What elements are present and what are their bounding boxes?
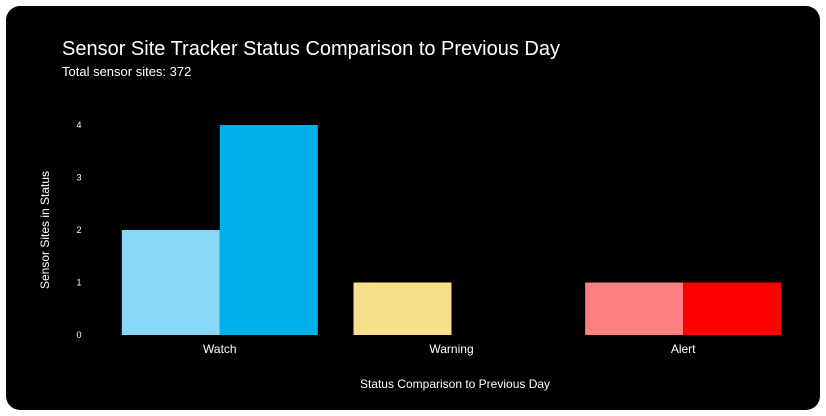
x-category-label-alert: Alert [671,342,696,356]
x-category-label-warning: Warning [429,342,473,356]
chart-subtitle: Total sensor sites: 372 [62,64,192,79]
y-axis-label: Sensor Sites in Status [38,171,52,289]
chart-title: Sensor Site Tracker Status Comparison to… [62,38,560,60]
y-tick-label-2: 2 [76,225,81,235]
x-category-label-watch: Watch [203,342,237,356]
bar-alert-series-1 [683,282,782,335]
chart-card: Sensor Site Tracker Status Comparison to… [6,6,820,410]
bar-chart: 0 1 2 3 4 Watch Warning Alert Sensor Sites in … [38,120,782,391]
y-tick-label-1: 1 [76,278,81,288]
bar-warning-series-0 [353,282,452,335]
x-axis-label: Status Comparison to Previous Day [360,377,550,391]
y-tick-label-3: 3 [76,173,81,183]
y-tick-label-0: 0 [76,330,81,340]
bar-watch-series-1 [219,125,318,335]
bars [121,125,782,335]
y-axis-ticks: 0 1 2 3 4 [76,120,81,340]
x-axis-categories: Watch Warning Alert [203,342,696,356]
bar-watch-series-0 [121,230,220,335]
bar-alert-series-0 [585,282,684,335]
y-tick-label-4: 4 [76,120,81,130]
